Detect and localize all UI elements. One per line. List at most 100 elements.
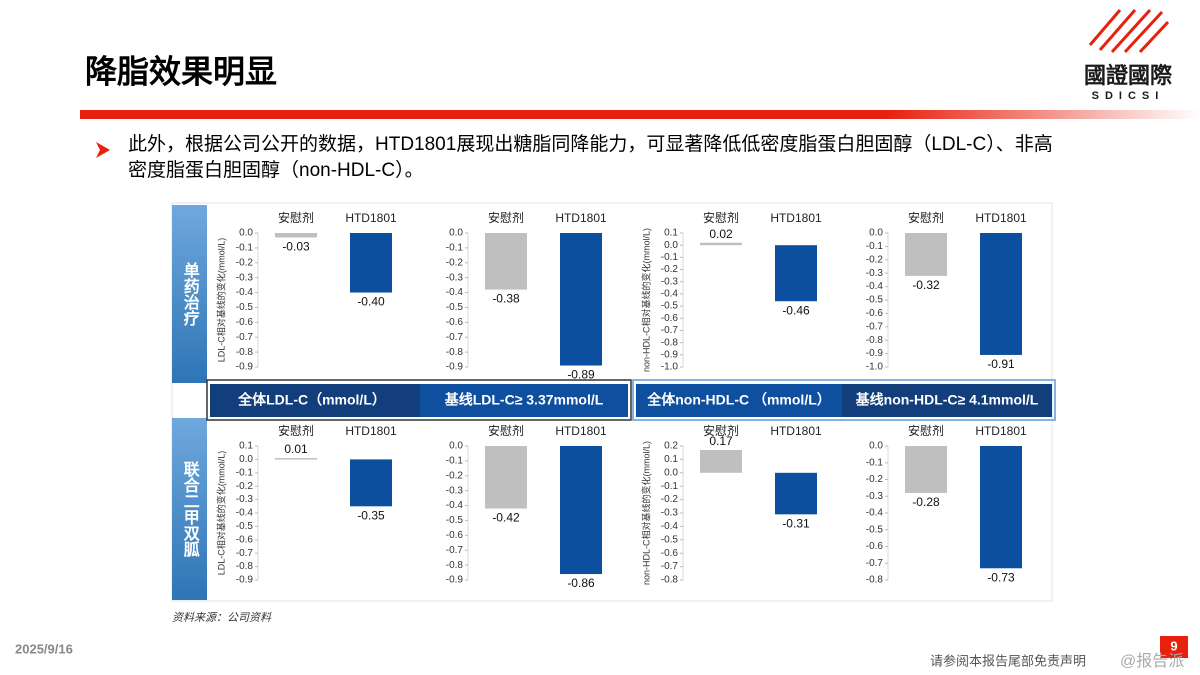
- y-tick-label: -0.1: [866, 457, 884, 468]
- category-label: HTD1801: [770, 424, 822, 438]
- bar: [775, 472, 817, 515]
- y-tick-label: -0.5: [446, 302, 464, 313]
- column-header: 全体non-HDL-C （mmol/L）: [646, 392, 831, 408]
- category-label: 安慰剂: [488, 423, 524, 438]
- y-tick-label: -0.7: [866, 321, 884, 332]
- y-tick-label: -0.2: [446, 257, 464, 268]
- y-tick-label: -0.7: [866, 558, 884, 569]
- value-label: 0.01: [284, 442, 308, 456]
- bar: [775, 245, 817, 302]
- bar: [980, 233, 1022, 355]
- y-tick-label: 0.0: [239, 454, 253, 465]
- bar: [485, 446, 527, 509]
- column-header-box: [210, 384, 420, 417]
- row-label: 联合二甲双胍: [181, 461, 200, 558]
- y-tick-label: -0.6: [661, 548, 679, 559]
- y-tick-label: -1.0: [661, 362, 679, 373]
- category-label: HTD1801: [345, 211, 397, 225]
- column-header-box: [420, 384, 628, 417]
- value-label: -0.89: [567, 368, 595, 382]
- y-tick-label: -0.2: [866, 254, 884, 265]
- y-tick-label: -0.3: [866, 268, 884, 279]
- y-axis-label: LDL-C相对基线的变化(mmol/L): [215, 238, 226, 363]
- y-tick-label: -0.3: [661, 508, 679, 519]
- source-note: 资料来源：公司资料: [172, 611, 272, 624]
- value-label: -0.73: [987, 570, 1015, 584]
- y-axis-label: non-HDL-C相对基线的变化(mmol/L): [640, 228, 651, 372]
- bullet-icon: [96, 142, 110, 158]
- y-tick-label: -1.0: [866, 362, 884, 373]
- column-header-box: [636, 384, 842, 417]
- category-label: HTD1801: [555, 211, 607, 225]
- y-tick-label: -0.6: [236, 317, 254, 328]
- category-label: 安慰剂: [278, 210, 314, 225]
- y-tick-label: 0.0: [664, 467, 678, 478]
- y-tick-label: -0.8: [866, 335, 884, 346]
- y-tick-label: -0.9: [446, 575, 464, 586]
- y-tick-label: 0.0: [239, 228, 253, 239]
- bar: [560, 233, 602, 366]
- y-tick-label: -0.8: [236, 561, 254, 572]
- value-label: 0.17: [709, 434, 733, 448]
- y-tick-label: -0.9: [446, 362, 464, 373]
- y-tick-label: -0.3: [661, 276, 679, 287]
- y-tick-label: -0.4: [866, 508, 884, 519]
- bar: [350, 459, 392, 507]
- header-frame: [632, 379, 1056, 421]
- category-label: 安慰剂: [908, 210, 944, 225]
- y-tick-label: -0.5: [866, 295, 884, 306]
- category-label: HTD1801: [975, 211, 1027, 225]
- logo-stripes: [1088, 8, 1170, 54]
- row-label-box: [172, 418, 207, 600]
- y-tick-label: 0.0: [449, 228, 463, 239]
- watermark: @报告派: [1120, 652, 1184, 670]
- row-label: 单药治疗: [181, 261, 200, 327]
- slide-title: 降脂效果明显: [85, 53, 277, 89]
- category-label: 安慰剂: [703, 423, 739, 438]
- header-frame: [206, 379, 632, 421]
- y-tick-label: 0.0: [869, 228, 883, 239]
- bar: [485, 233, 527, 290]
- title-rule: [80, 110, 1200, 119]
- y-tick-label: -0.4: [661, 521, 679, 532]
- category-label: 安慰剂: [908, 423, 944, 438]
- date: 2025/9/16: [15, 641, 73, 656]
- y-tick-label: -0.5: [866, 524, 884, 535]
- y-axis-label: non-HDL-C相对基线的变化(mmol/L): [640, 441, 651, 585]
- value-label: -0.28: [912, 495, 940, 509]
- bar: [905, 233, 947, 276]
- value-label: -0.40: [357, 295, 385, 309]
- y-tick-label: -0.2: [446, 470, 464, 481]
- y-tick-label: -0.2: [236, 257, 254, 268]
- column-header-box: [842, 384, 1052, 417]
- y-tick-label: -0.8: [661, 337, 679, 348]
- bar: [905, 446, 947, 493]
- y-tick-label: -0.4: [236, 508, 254, 519]
- y-tick-label: -0.3: [446, 485, 464, 496]
- bar: [560, 446, 602, 575]
- category-label: HTD1801: [345, 424, 397, 438]
- value-label: -0.46: [782, 303, 810, 317]
- y-tick-label: -0.2: [661, 264, 679, 275]
- category-label: 安慰剂: [278, 423, 314, 438]
- y-tick-label: -0.5: [236, 302, 254, 313]
- y-tick-label: -0.3: [236, 494, 254, 505]
- y-tick-label: -0.8: [661, 575, 679, 586]
- bar: [980, 446, 1022, 569]
- column-header: 基线LDL-C≥ 3.37mmol/L: [445, 392, 604, 408]
- y-tick-label: -0.9: [661, 349, 679, 360]
- category-label: 安慰剂: [703, 210, 739, 225]
- y-tick-label: -0.1: [866, 241, 884, 252]
- y-tick-label: -0.9: [236, 575, 254, 586]
- bar: [350, 233, 392, 293]
- y-tick-label: -0.1: [661, 252, 679, 263]
- y-tick-label: -0.9: [866, 348, 884, 359]
- y-tick-label: 0.0: [664, 240, 678, 251]
- bar: [700, 450, 742, 473]
- y-tick-label: 0.1: [664, 454, 678, 465]
- y-tick-label: -0.7: [661, 325, 679, 336]
- y-tick-label: 0.0: [869, 441, 883, 452]
- value-label: -0.32: [912, 278, 940, 292]
